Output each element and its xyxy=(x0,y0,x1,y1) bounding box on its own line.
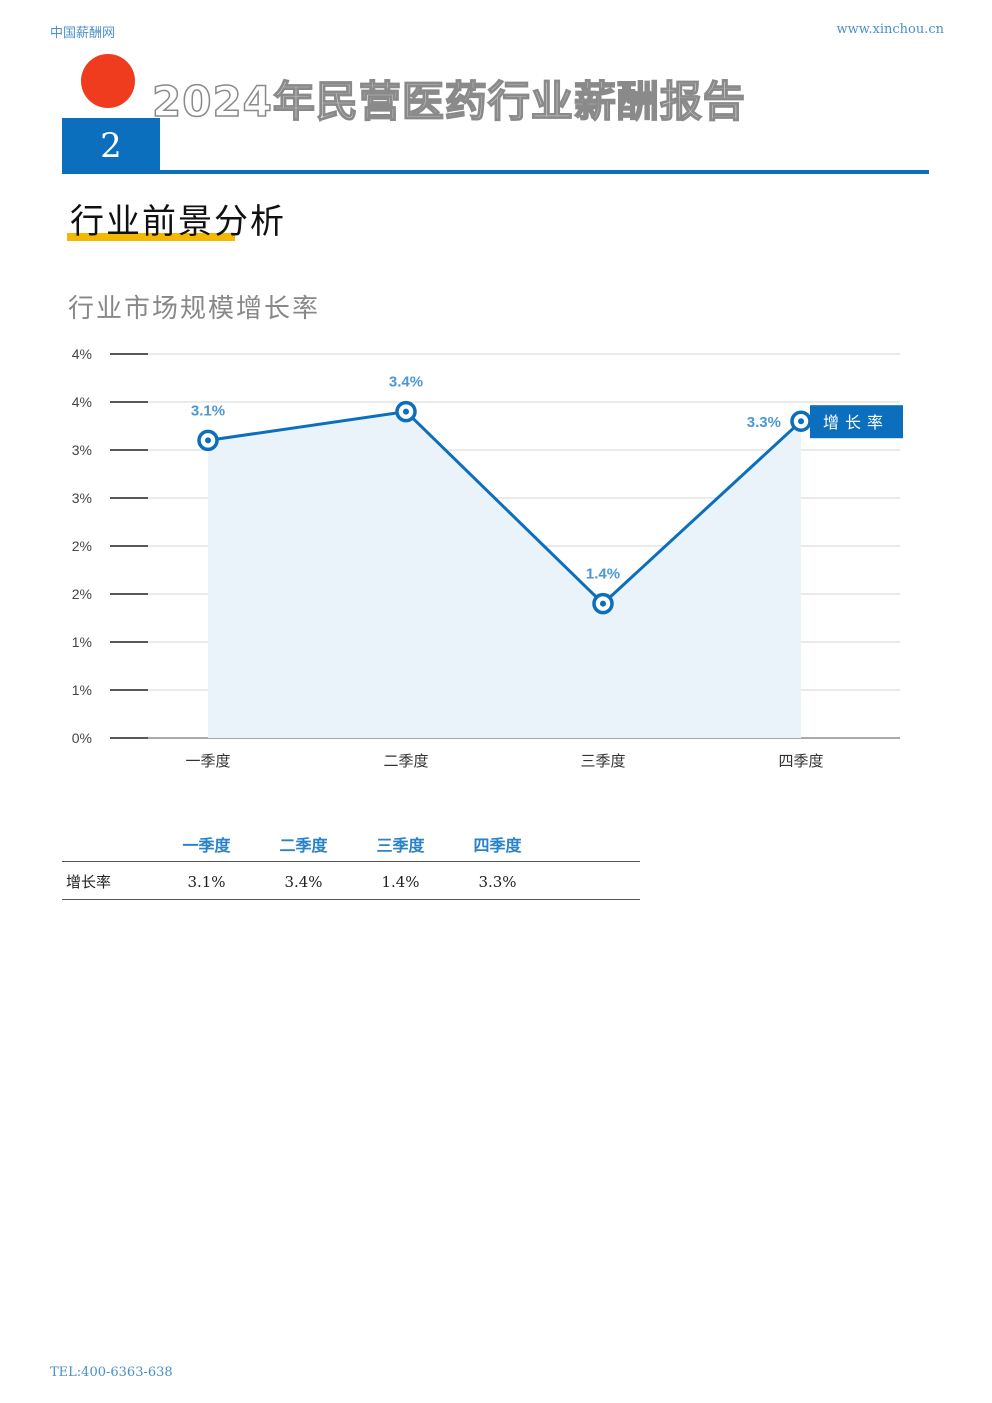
table-cell: 3.3% xyxy=(478,872,517,891)
growth-line-chart: 0% 1% 1% 2% 2% 3% 3% 4% 4% 一季度 二季度 三季度 四季度 3.1% 3.4% 1… xyxy=(72,346,903,770)
y-tick-label: 4% xyxy=(72,346,92,362)
legend-label: 增长率 xyxy=(823,413,889,432)
x-tick-label: 四季度 xyxy=(778,752,823,770)
table-header-spacer xyxy=(546,832,640,862)
table-header-q3: 三季度 xyxy=(376,836,425,855)
chart-gridlines: 0% 1% 1% 2% 2% 3% 3% 4% 4% 一季度 二季度 三季度 四季度 xyxy=(72,346,900,770)
data-table: 一季度 二季度 三季度 四季度 增长率 3.1% 3.4% 1.4% 3.3% xyxy=(62,832,640,900)
footer-telephone: TEL:400-6363-638 xyxy=(50,1365,173,1380)
series-line xyxy=(207,410,803,606)
x-tick-label: 二季度 xyxy=(383,752,428,770)
table-header-row: 一季度 二季度 三季度 四季度 xyxy=(62,832,640,862)
table-cell: 1.4% xyxy=(381,872,420,891)
y-tick-label: 3% xyxy=(72,490,92,506)
data-label: 3.1% xyxy=(191,402,225,419)
red-circle-decoration xyxy=(81,54,135,108)
data-label: 3.3% xyxy=(747,414,781,431)
data-label: 3.4% xyxy=(389,374,423,391)
y-tick-label: 1% xyxy=(72,634,92,650)
table-cell: 3.4% xyxy=(284,872,323,891)
table-cell: 3.1% xyxy=(187,872,226,891)
chapter-number-badge: 2 xyxy=(62,118,160,174)
data-point-center xyxy=(600,600,606,607)
table-cell-spacer xyxy=(546,862,640,900)
chart-labels: 3.1% 3.4% 1.4% 3.3% xyxy=(191,374,781,583)
x-tick-label: 一季度 xyxy=(185,752,230,770)
section-title: 行业前景分析 xyxy=(70,202,286,242)
chart-series-line xyxy=(207,410,803,606)
table-header-q2: 二季度 xyxy=(279,836,328,855)
y-tick-label: 2% xyxy=(72,538,92,554)
y-tick-label: 2% xyxy=(72,586,92,602)
table-header-q4: 四季度 xyxy=(473,836,522,855)
table-header-q1: 一季度 xyxy=(182,836,231,855)
chart-legend: 增长率 xyxy=(810,405,903,439)
series-area-fill xyxy=(208,411,801,738)
site-name: 中国薪酬网 xyxy=(50,26,116,41)
y-tick-label: 3% xyxy=(72,442,92,458)
data-point-center xyxy=(798,418,804,425)
section-title-underline xyxy=(67,233,235,241)
y-tick-label: 1% xyxy=(72,682,92,698)
legend-box xyxy=(810,405,903,439)
table-header-blank xyxy=(62,832,158,862)
chart-points xyxy=(197,400,812,615)
data-point-center xyxy=(205,437,211,444)
chart-title: 行业市场规模增长率 xyxy=(68,294,321,324)
chapter-divider xyxy=(62,170,929,174)
data-label: 1.4% xyxy=(586,566,620,583)
y-tick-label: 0% xyxy=(72,730,92,746)
data-point-center xyxy=(403,408,409,415)
y-tick-label: 4% xyxy=(72,394,92,410)
table-row-label: 增长率 xyxy=(66,873,112,891)
chart-area xyxy=(208,411,801,738)
table-row: 增长率 3.1% 3.4% 1.4% 3.3% xyxy=(62,862,640,900)
x-tick-label: 三季度 xyxy=(580,752,625,770)
report-title: 2024年民营医药行业薪酬报告 xyxy=(151,76,746,127)
site-url[interactable]: www.xinchou.cn xyxy=(836,22,944,37)
